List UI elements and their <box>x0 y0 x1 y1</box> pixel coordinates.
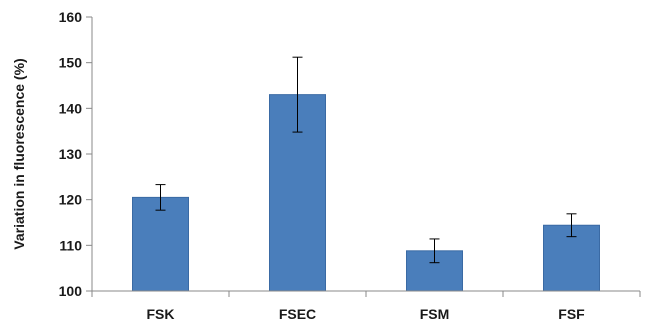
bar-fsk <box>132 196 189 292</box>
y-axis-ticks: 100 110 120 130 140 150 160 <box>59 9 92 299</box>
error-bar-fsk <box>155 184 166 211</box>
x-axis-labels: FSK FSEC FSM FSF <box>147 306 586 322</box>
y-tick-label: 160 <box>59 9 83 25</box>
error-bar-fsec <box>292 56 303 133</box>
axes <box>91 17 641 297</box>
y-axis-title: Variation in fluorescence (%) <box>11 58 27 249</box>
y-tick-label: 150 <box>59 55 83 71</box>
error-bar-fsf <box>566 213 577 238</box>
x-category-label: FSF <box>558 306 585 322</box>
x-category-label: FSEC <box>279 306 316 322</box>
error-bar-fsm <box>429 238 440 264</box>
y-tick-label: 110 <box>59 237 82 253</box>
x-category-label: FSM <box>420 306 450 322</box>
x-category-label: FSK <box>147 306 175 322</box>
y-tick-label: 120 <box>59 192 83 208</box>
y-tick-label: 100 <box>59 283 83 299</box>
y-tick-label: 140 <box>59 100 83 116</box>
bars <box>132 94 600 292</box>
error-bars <box>155 56 577 264</box>
y-tick-label: 130 <box>59 146 83 162</box>
